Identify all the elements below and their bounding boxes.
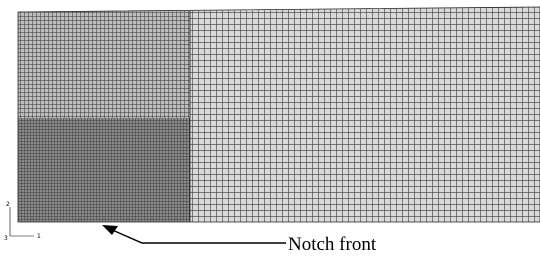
refined-mesh: [18, 118, 190, 222]
triad-label: 2: [6, 201, 10, 208]
arrow-head: [102, 225, 118, 235]
annotation-label: Notch front: [288, 234, 377, 255]
triad-label: 1: [37, 233, 41, 240]
triad-label: 3: [4, 235, 8, 242]
coarse-mesh: [190, 7, 540, 222]
mesh-figure: 2 1 3 Notch front: [0, 0, 540, 264]
arrow-line: [110, 229, 286, 243]
page: {"annotation": {"label": "Notch front"},…: [0, 0, 540, 264]
fine-mesh: [18, 11, 190, 118]
annotation: Notch front: [102, 225, 377, 255]
